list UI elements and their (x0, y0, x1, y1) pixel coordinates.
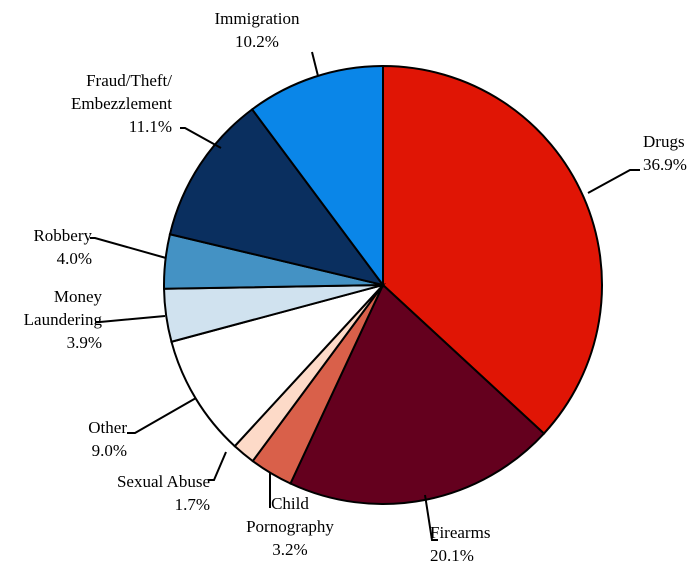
slice-label-money-laundering: Money Laundering 3.9% (24, 287, 103, 352)
slice-percent-label: 20.1% (430, 546, 474, 565)
slice-name-label: Robbery (33, 226, 92, 245)
slice-name-label: Firearms (430, 523, 490, 542)
leader-line-robbery (90, 237, 167, 259)
leader-line-money-laundering (95, 315, 166, 323)
slice-name-label: Money (54, 287, 103, 306)
slice-percent-label: 9.0% (92, 441, 127, 460)
slice-percent-label: 10.2% (235, 32, 279, 51)
leader-line-other (127, 397, 197, 434)
slice-name-label: Pornography (246, 517, 334, 536)
slice-label-sexual-abuse: Sexual Abuse 1.7% (117, 472, 210, 514)
leader-line-fraud-theft-embezzlement (180, 127, 222, 149)
slice-percent-label: 11.1% (129, 117, 172, 136)
slice-name-label: Drugs (643, 132, 685, 151)
leader-line-drugs (587, 169, 640, 194)
leader-line-sexual-abuse (208, 451, 227, 481)
slice-name-label: Fraud/Theft/ (86, 71, 172, 90)
slice-name-label: Other (88, 418, 127, 437)
leader-line-firearms (424, 494, 438, 541)
slice-label-fraud-theft-embezzlement: Fraud/Theft/Embezzlement 11.1% (71, 71, 172, 136)
slice-label-immigration: Immigration 10.2% (215, 9, 300, 51)
slice-labels: Drugs 36.9% Firearms 20.1% Child Pornography 3… (24, 9, 687, 565)
slice-percent-label: 4.0% (57, 249, 92, 268)
slice-label-firearms: Firearms 20.1% (430, 523, 490, 565)
pie-slice-fraud-theft-embezzlement (168, 107, 386, 287)
slice-name-label: Laundering (24, 310, 103, 329)
slice-percent-label: 1.7% (175, 495, 210, 514)
slice-percent-label: 36.9% (643, 155, 687, 174)
slice-label-child-pornography: Child Pornography 3.2% (246, 494, 334, 559)
pie-slice-immigration (250, 64, 384, 289)
slice-label-other: Other 9.0% (88, 418, 127, 460)
pie-slice-drugs (382, 64, 603, 435)
slice-name-label: Sexual Abuse (117, 472, 210, 491)
leader-line-immigration (311, 51, 319, 77)
slice-percent-label: 3.2% (272, 540, 307, 559)
slice-name-label: Embezzlement (71, 94, 172, 113)
slice-label-robbery: Robbery 4.0% (33, 226, 92, 268)
slice-name-label: Immigration (215, 9, 300, 28)
slice-percent-label: 3.9% (67, 333, 102, 352)
slice-label-drugs: Drugs 36.9% (643, 132, 687, 174)
slice-name-label: Child (271, 494, 309, 513)
leader-lines (90, 51, 640, 541)
pie-slices (163, 64, 603, 505)
